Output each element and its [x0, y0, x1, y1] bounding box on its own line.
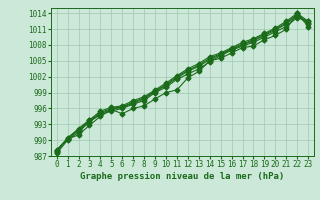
X-axis label: Graphe pression niveau de la mer (hPa): Graphe pression niveau de la mer (hPa)	[80, 172, 284, 181]
